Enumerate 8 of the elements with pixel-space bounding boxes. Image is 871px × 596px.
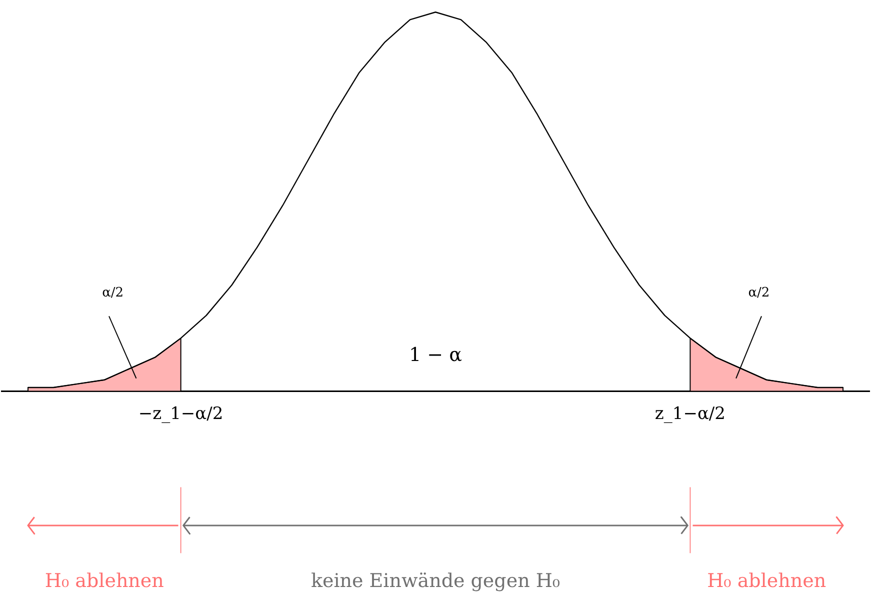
- annotation: α/2: [102, 286, 124, 301]
- text: H₀ ablehnen: [707, 570, 826, 592]
- text: z_1−α/2: [654, 404, 726, 424]
- annotation: 1 − α: [409, 344, 462, 366]
- text: keine Einwände gegen H₀: [310, 570, 560, 592]
- text: H₀ ablehnen: [44, 570, 164, 592]
- text: −z_1−α/2: [138, 404, 224, 424]
- annotation: α/2: [748, 286, 770, 301]
